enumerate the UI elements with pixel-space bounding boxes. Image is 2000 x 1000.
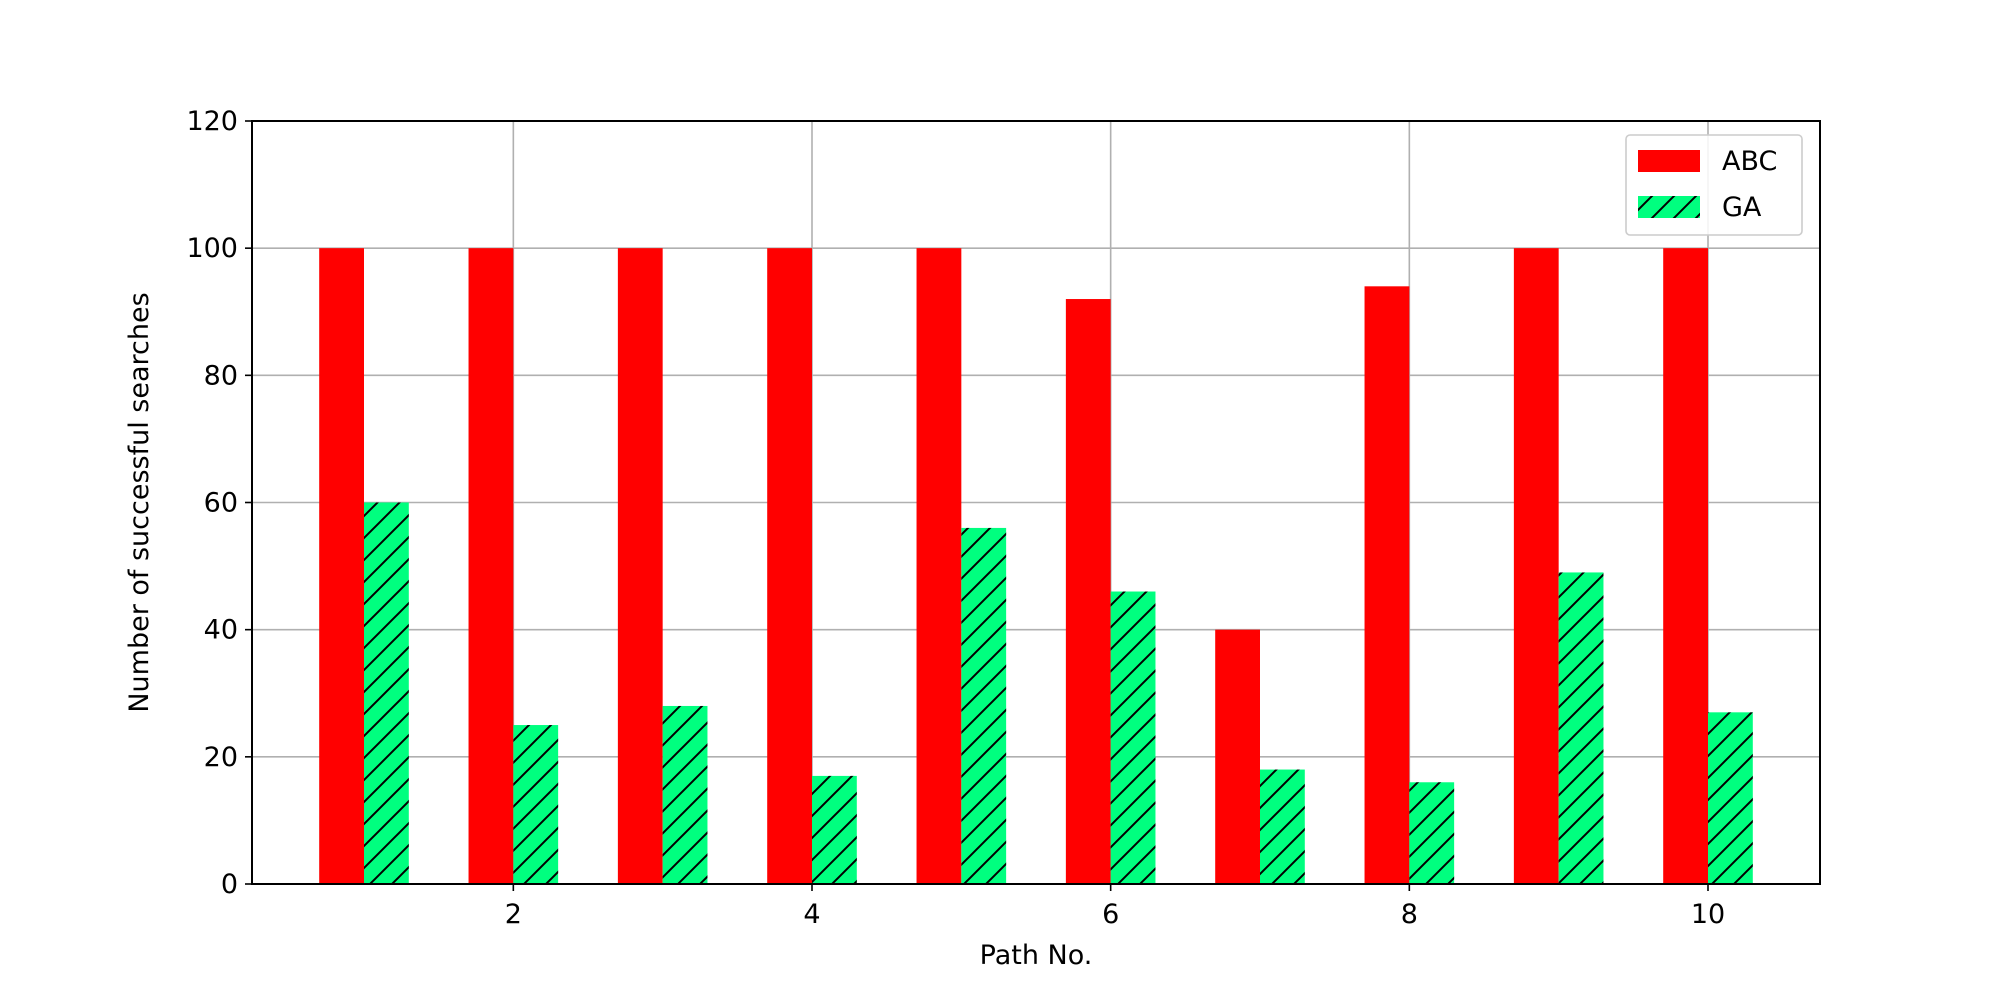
y-tick-label: 120 bbox=[186, 106, 238, 137]
x-tick-label: 8 bbox=[1401, 899, 1418, 930]
bar-abc bbox=[1663, 248, 1708, 884]
bar-abc bbox=[1065, 299, 1111, 884]
bar-abc bbox=[1364, 286, 1410, 885]
bar-abc bbox=[1513, 248, 1559, 884]
bar-abc bbox=[617, 248, 663, 884]
bar-abc bbox=[468, 248, 514, 884]
bar-hatch-ga bbox=[1409, 782, 1455, 884]
bar-abc bbox=[319, 248, 364, 884]
x-tick-label: 10 bbox=[1691, 899, 1725, 930]
y-tick-label: 80 bbox=[204, 360, 238, 391]
bar-hatch-ga bbox=[513, 725, 559, 884]
y-tick-label: 40 bbox=[204, 615, 238, 646]
bar-hatch-ga bbox=[1558, 572, 1604, 884]
bar-abc bbox=[1215, 629, 1260, 884]
bars-layer bbox=[319, 248, 1753, 885]
legend-swatch-hatch-ga bbox=[1638, 196, 1700, 218]
legend-label-ga: GA bbox=[1722, 192, 1762, 223]
y-tick-label: 100 bbox=[186, 233, 238, 264]
x-axis-label: Path No. bbox=[980, 940, 1093, 971]
bar-abc bbox=[767, 248, 812, 884]
legend-label-abc: ABC bbox=[1722, 146, 1777, 177]
bar-hatch-ga bbox=[662, 705, 708, 884]
bar-hatch-ga bbox=[1260, 769, 1305, 884]
legend-swatch-abc bbox=[1638, 150, 1700, 172]
bar-hatch-ga bbox=[812, 775, 857, 884]
legend: ABC GA bbox=[1625, 134, 1803, 236]
x-tick-label: 4 bbox=[803, 899, 820, 930]
bar-hatch-ga bbox=[364, 502, 409, 884]
bar-hatch-ga bbox=[1110, 591, 1156, 884]
y-tick-label: 20 bbox=[204, 742, 238, 773]
ticks-layer: 0 20 40 60 80 100 120 2 4 6 8 10 bbox=[186, 106, 1725, 930]
x-tick-label: 2 bbox=[505, 899, 522, 930]
x-tick-label: 6 bbox=[1102, 899, 1119, 930]
y-axis-label: Number of successful searches bbox=[124, 292, 155, 712]
y-tick-label: 60 bbox=[204, 488, 238, 519]
bar-hatch-ga bbox=[1708, 712, 1753, 884]
bar-abc bbox=[916, 248, 962, 884]
bar-hatch-ga bbox=[961, 527, 1007, 884]
y-tick-label: 0 bbox=[221, 869, 238, 900]
